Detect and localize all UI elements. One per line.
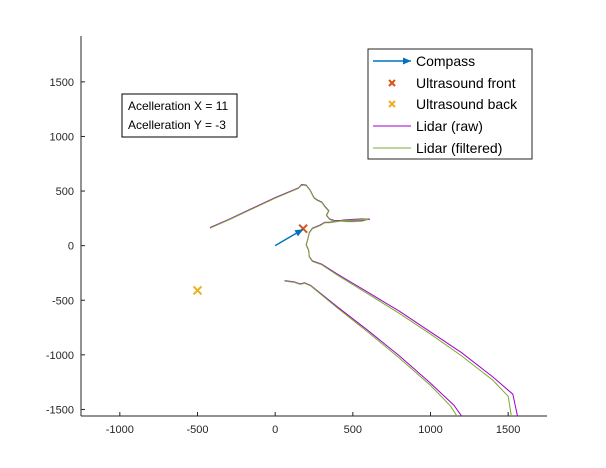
legend-label: Compass xyxy=(416,53,475,69)
ultrasound-back-marker xyxy=(192,285,203,296)
lidar-filtered-line xyxy=(209,184,512,416)
y-tick-label: -1500 xyxy=(46,404,74,416)
y-tick-label: 500 xyxy=(56,186,74,198)
annotation-box: Acelleration X = 11 Acelleration Y = -3 xyxy=(121,93,238,138)
legend-frame xyxy=(367,48,533,160)
legend: Compass Ultrasound front Ultrasound back Li… xyxy=(367,48,533,160)
legend-ultrasound-back: Ultrasound back xyxy=(388,96,518,112)
y-tick-label: -500 xyxy=(52,295,74,307)
y-tick-label: 1000 xyxy=(50,131,74,143)
marker-stroke xyxy=(192,285,203,296)
annotation-line: Acelleration Y = -3 xyxy=(128,118,226,132)
arrow-head xyxy=(294,229,304,237)
y-tick-label: -1000 xyxy=(46,350,74,362)
axes: -1000 -500 0 500 1000 1500 -1500 -1000 -500 0 500 1… xyxy=(46,36,547,436)
compass-arrow xyxy=(274,228,304,247)
legend-label: Lidar (raw) xyxy=(416,118,483,134)
x-tick-label: 0 xyxy=(272,424,278,436)
x-tick-label: 1500 xyxy=(496,424,520,436)
lidar-raw-line xyxy=(284,280,463,416)
legend-label: Lidar (filtered) xyxy=(416,140,502,156)
legend-marker xyxy=(388,100,396,108)
legend-marker xyxy=(388,79,396,87)
legend-label: Ultrasound front xyxy=(416,75,516,91)
x-tick-label: -500 xyxy=(186,424,208,436)
plot-area xyxy=(192,183,518,416)
x-tick-label: 1000 xyxy=(418,424,442,436)
y-tick-label: 1500 xyxy=(50,77,74,89)
x-tick-label: 500 xyxy=(344,424,362,436)
legend-compass: Compass xyxy=(373,53,475,69)
legend-lidar-filtered: Lidar (filtered) xyxy=(373,140,502,156)
legend-label: Ultrasound back xyxy=(416,96,518,112)
arrow-head xyxy=(403,57,411,65)
y-tick-label: 0 xyxy=(68,241,74,253)
x-tick-label: -1000 xyxy=(106,424,134,436)
lidar-filtered-line xyxy=(284,280,458,416)
legend-ultrasound-front: Ultrasound front xyxy=(388,75,516,91)
legend-lidar-raw: Lidar (raw) xyxy=(373,118,483,134)
legend-compass-arrow xyxy=(373,57,411,65)
annotation-frame xyxy=(121,93,238,138)
annotation-line: Acelleration X = 11 xyxy=(128,99,228,113)
